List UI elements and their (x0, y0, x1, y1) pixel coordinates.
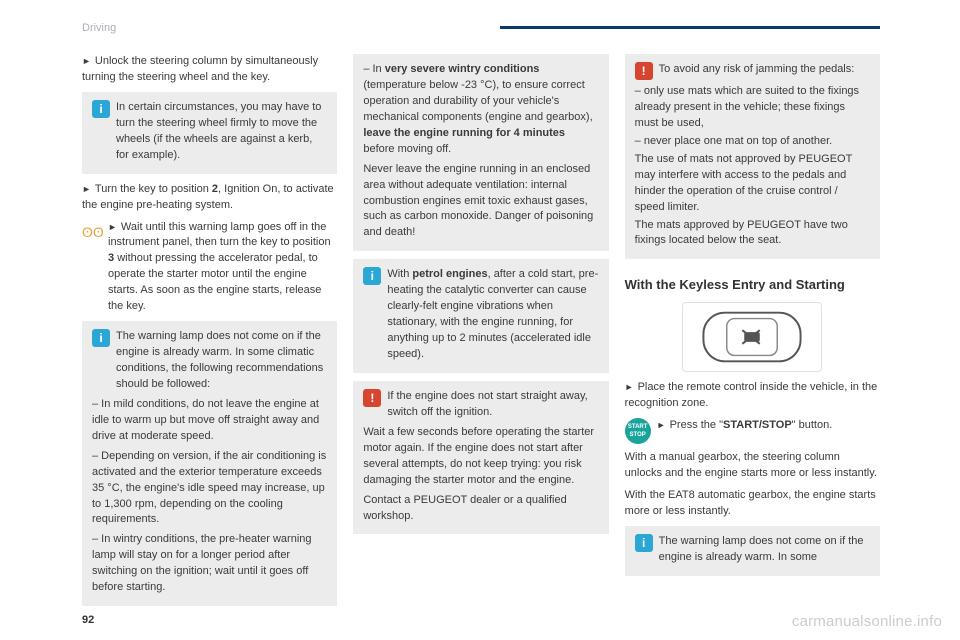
paragraph: With a manual gearbox, the steering colu… (625, 450, 880, 482)
text: Unlock the steering column by simultaneo… (82, 55, 318, 83)
text: " button. (792, 419, 833, 431)
paragraph: Turn the key to position 2, Ignition On,… (82, 182, 337, 214)
text: To avoid any risk of jamming the pedals: (659, 62, 870, 80)
page-columns: Unlock the steering column by simultaneo… (82, 54, 880, 610)
text: In certain circumstances, you may have t… (116, 100, 327, 164)
text: without pressing the accelerator pedal, … (108, 252, 321, 312)
text: – only use mats which are suited to the … (635, 84, 870, 132)
info-icon: i (92, 100, 110, 118)
info-box: i With petrol engines, after a cold star… (353, 259, 608, 373)
text: The warning lamp does not come on if the… (659, 534, 870, 566)
section-label: Driving (82, 22, 116, 34)
column-1: Unlock the steering column by simultaneo… (82, 54, 337, 610)
text: The use of mats not approved by PEUGEOT … (635, 152, 870, 216)
header-rule (500, 26, 880, 29)
text: Wait until this warning lamp goes off in… (108, 221, 331, 249)
heading-keyless: With the Keyless Entry and Starting (625, 277, 880, 292)
text: With (387, 268, 412, 280)
warning-icon: ! (635, 62, 653, 80)
text: The warning lamp does not come on if the… (116, 329, 327, 393)
text: – In (363, 63, 384, 75)
paragraph: With the EAT8 automatic gearbox, the eng… (625, 488, 880, 520)
text-bold: petrol engines (412, 268, 487, 280)
text: Turn the key to position (95, 183, 212, 195)
paragraph: STARTSTOP Press the "START/STOP" button. (625, 418, 880, 444)
text: , after a cold start, pre-heating the ca… (387, 268, 598, 360)
column-3: ! To avoid any risk of jamming the pedal… (625, 54, 880, 610)
paragraph: Place the remote control inside the vehi… (625, 380, 880, 412)
start-stop-icon: STARTSTOP (625, 418, 651, 444)
text: – In wintry conditions, the pre-heater w… (92, 532, 327, 596)
info-box-continued: – In very severe wintry conditions (temp… (353, 54, 608, 251)
preheat-icon: ʘʘ (82, 222, 104, 316)
info-box: i The warning lamp does not come on if t… (625, 526, 880, 576)
car-topview-image (682, 302, 822, 372)
text-bold: leave the engine running for 4 minutes (363, 127, 565, 139)
text: Wait a few seconds before operating the … (363, 425, 598, 489)
text: Press the " (670, 419, 723, 431)
info-box: i The warning lamp does not come on if t… (82, 321, 337, 606)
paragraph: Unlock the steering column by simultaneo… (82, 54, 337, 86)
text: The mats approved by PEUGEOT have two fi… (635, 218, 870, 250)
text-bold: START/STOP (723, 419, 792, 431)
text: (temperature below -23 °C), to ensure co… (363, 79, 592, 123)
page-number: 92 (82, 614, 94, 626)
column-2: – In very severe wintry conditions (temp… (353, 54, 608, 610)
warning-box: ! To avoid any risk of jamming the pedal… (625, 54, 880, 259)
paragraph: ʘʘ Wait until this warning lamp goes off… (82, 220, 337, 316)
text: Never leave the engine running in an enc… (363, 162, 598, 242)
text: Place the remote control inside the vehi… (625, 381, 878, 409)
warning-icon: ! (363, 389, 381, 407)
text: – In mild conditions, do not leave the e… (92, 397, 327, 445)
text: If the engine does not start straight aw… (387, 389, 598, 421)
info-box: i In certain circumstances, you may have… (82, 92, 337, 174)
watermark: carmanualsonline.info (792, 613, 942, 630)
text: – never place one mat on top of another. (635, 134, 870, 150)
warning-box: ! If the engine does not start straight … (353, 381, 608, 535)
text-bold: 3 (108, 252, 117, 264)
text: – Depending on version, if the air condi… (92, 449, 327, 529)
info-icon: i (363, 267, 381, 285)
text: Contact a PEUGEOT dealer or a qualified … (363, 493, 598, 525)
text: before moving off. (363, 143, 451, 155)
info-icon: i (92, 329, 110, 347)
text-bold: very severe wintry conditions (385, 63, 540, 75)
info-icon: i (635, 534, 653, 552)
